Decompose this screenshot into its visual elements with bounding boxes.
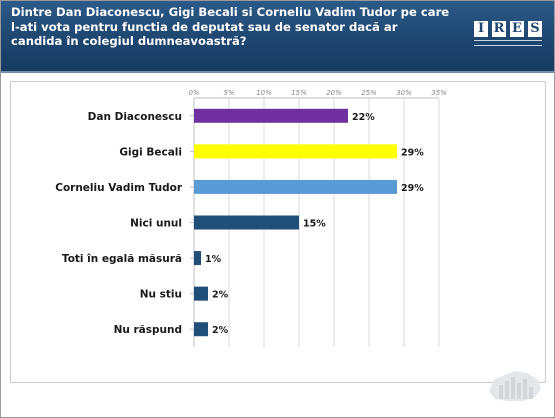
question-title: Dintre Dan Diaconescu, Gigi Becali si Co… <box>11 5 450 48</box>
bar-chart: 0% 5% 10% 15% 20% 25% 30% 35% Dan Diaconescu 22% G… <box>55 89 447 347</box>
x-tick-label: 15% <box>291 89 307 97</box>
logo-letter: I <box>474 21 488 37</box>
x-tick-label: 35% <box>431 89 447 97</box>
category-label: Gigi Becali <box>119 146 182 158</box>
slide-header: Dintre Dan Diaconescu, Gigi Becali si Co… <box>1 1 554 71</box>
bar <box>194 108 348 123</box>
logo-letter: R <box>492 21 506 37</box>
category-label: Dan Diaconescu <box>88 111 182 123</box>
bar <box>194 179 397 194</box>
bar <box>194 215 299 230</box>
x-tick-label: 5% <box>223 89 234 97</box>
category-label: Nu stiu <box>140 289 182 301</box>
logo-underline <box>474 40 542 46</box>
data-label: 2% <box>212 325 229 336</box>
data-label: 29% <box>401 183 424 194</box>
data-label: 1% <box>205 254 222 265</box>
category-label: Toti în egală măsură <box>62 253 182 265</box>
x-tick-label: 20% <box>326 89 342 97</box>
x-tick-label: 0% <box>188 89 199 97</box>
category-label: Nici unul <box>130 218 182 230</box>
bar <box>194 286 208 301</box>
bar <box>194 251 201 266</box>
ires-logo: I R E S <box>474 21 542 51</box>
category-label: Corneliu Vadim Tudor <box>55 182 183 194</box>
x-tick-label: 25% <box>361 89 377 97</box>
category-label: Nu răspund <box>114 324 182 336</box>
bar <box>194 322 208 337</box>
logo-letter: E <box>510 21 524 37</box>
bar <box>194 144 397 159</box>
logo-letter: S <box>528 21 542 37</box>
header-divider <box>1 71 554 73</box>
x-tick-label: 10% <box>256 89 272 97</box>
data-label: 2% <box>212 290 229 301</box>
data-label: 22% <box>352 112 375 123</box>
x-tick-label: 30% <box>396 89 412 97</box>
romania-map-watermark-icon <box>489 371 541 401</box>
data-label: 15% <box>303 219 326 230</box>
data-label: 29% <box>401 147 424 158</box>
chart-panel: 0% 5% 10% 15% 20% 25% 30% 35% Dan Diaconescu 22% G… <box>10 81 546 383</box>
